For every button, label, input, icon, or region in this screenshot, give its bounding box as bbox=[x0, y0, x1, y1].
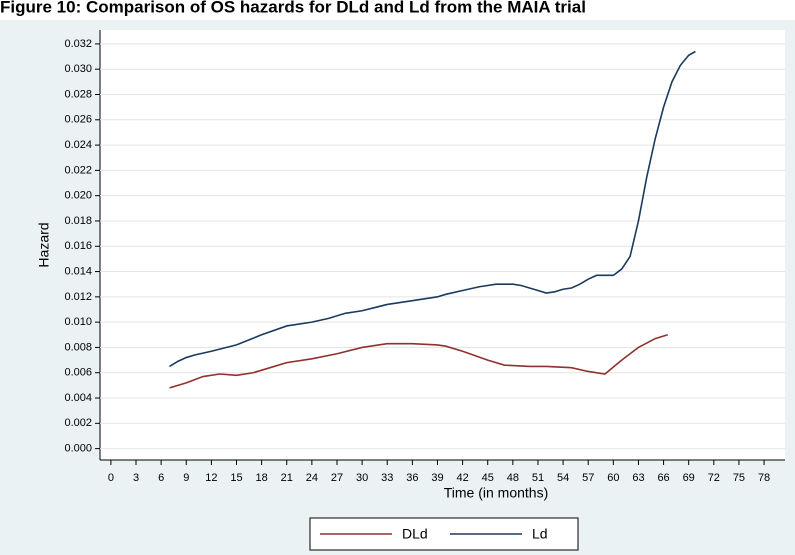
x-tick-label: 30 bbox=[356, 472, 368, 484]
x-tick-label: 75 bbox=[733, 472, 745, 484]
x-tick-label: 54 bbox=[557, 472, 569, 484]
y-tick-label: 0.008 bbox=[64, 341, 92, 353]
chart-title: Figure 10: Comparison of OS hazards for … bbox=[0, 0, 586, 16]
x-tick-label: 33 bbox=[381, 472, 393, 484]
y-tick-label: 0.004 bbox=[64, 392, 92, 404]
x-tick-label: 39 bbox=[431, 472, 443, 484]
x-tick-label: 66 bbox=[657, 472, 669, 484]
x-axis-title: Time (in months) bbox=[444, 485, 549, 501]
y-tick-label: 0.030 bbox=[64, 63, 92, 75]
line-series bbox=[169, 50, 696, 368]
x-tick-label: 45 bbox=[482, 472, 494, 484]
y-tick-label: 0.024 bbox=[64, 139, 92, 151]
x-tick-label: 36 bbox=[406, 472, 418, 484]
y-tick-label: 0.022 bbox=[64, 164, 92, 176]
y-tick-label: 0.020 bbox=[64, 190, 92, 202]
x-tick-label: 78 bbox=[758, 472, 770, 484]
x-tick-label: 72 bbox=[708, 472, 720, 484]
y-tick-label: 0.010 bbox=[64, 316, 92, 328]
y-tick-label: 0.012 bbox=[64, 291, 92, 303]
x-tick-label: 15 bbox=[230, 472, 242, 484]
x-tick-label: 60 bbox=[607, 472, 619, 484]
x-tick-label: 69 bbox=[683, 472, 695, 484]
plot-area bbox=[100, 30, 785, 460]
y-tick-label: 0.016 bbox=[64, 240, 92, 252]
y-tick-label: 0.028 bbox=[64, 88, 92, 100]
y-tick-label: 0.014 bbox=[64, 265, 92, 277]
y-tick-label: 0.002 bbox=[64, 417, 92, 429]
line-series bbox=[169, 334, 668, 389]
y-tick-label: 0.018 bbox=[64, 215, 92, 227]
y-axis-title: Hazard bbox=[36, 222, 52, 267]
legend-label: DLd bbox=[402, 526, 428, 542]
x-tick-label: 6 bbox=[158, 472, 164, 484]
x-tick-label: 18 bbox=[255, 472, 267, 484]
x-tick-label: 12 bbox=[205, 472, 217, 484]
y-tick-label: 0.026 bbox=[64, 114, 92, 126]
x-tick-label: 3 bbox=[133, 472, 139, 484]
x-tick-label: 57 bbox=[582, 472, 594, 484]
x-tick-label: 48 bbox=[507, 472, 519, 484]
x-tick-label: 42 bbox=[456, 472, 468, 484]
x-tick-label: 21 bbox=[281, 472, 293, 484]
x-tick-label: 51 bbox=[532, 472, 544, 484]
y-tick-label: 0.000 bbox=[64, 443, 92, 455]
y-tick-label: 0.032 bbox=[64, 38, 92, 50]
x-tick-label: 24 bbox=[306, 472, 318, 484]
legend-label: Ld bbox=[532, 526, 548, 542]
x-tick-label: 27 bbox=[331, 472, 343, 484]
x-tick-label: 0 bbox=[108, 472, 114, 484]
x-tick-label: 9 bbox=[183, 472, 189, 484]
y-tick-label: 0.006 bbox=[64, 367, 92, 379]
x-tick-label: 63 bbox=[632, 472, 644, 484]
